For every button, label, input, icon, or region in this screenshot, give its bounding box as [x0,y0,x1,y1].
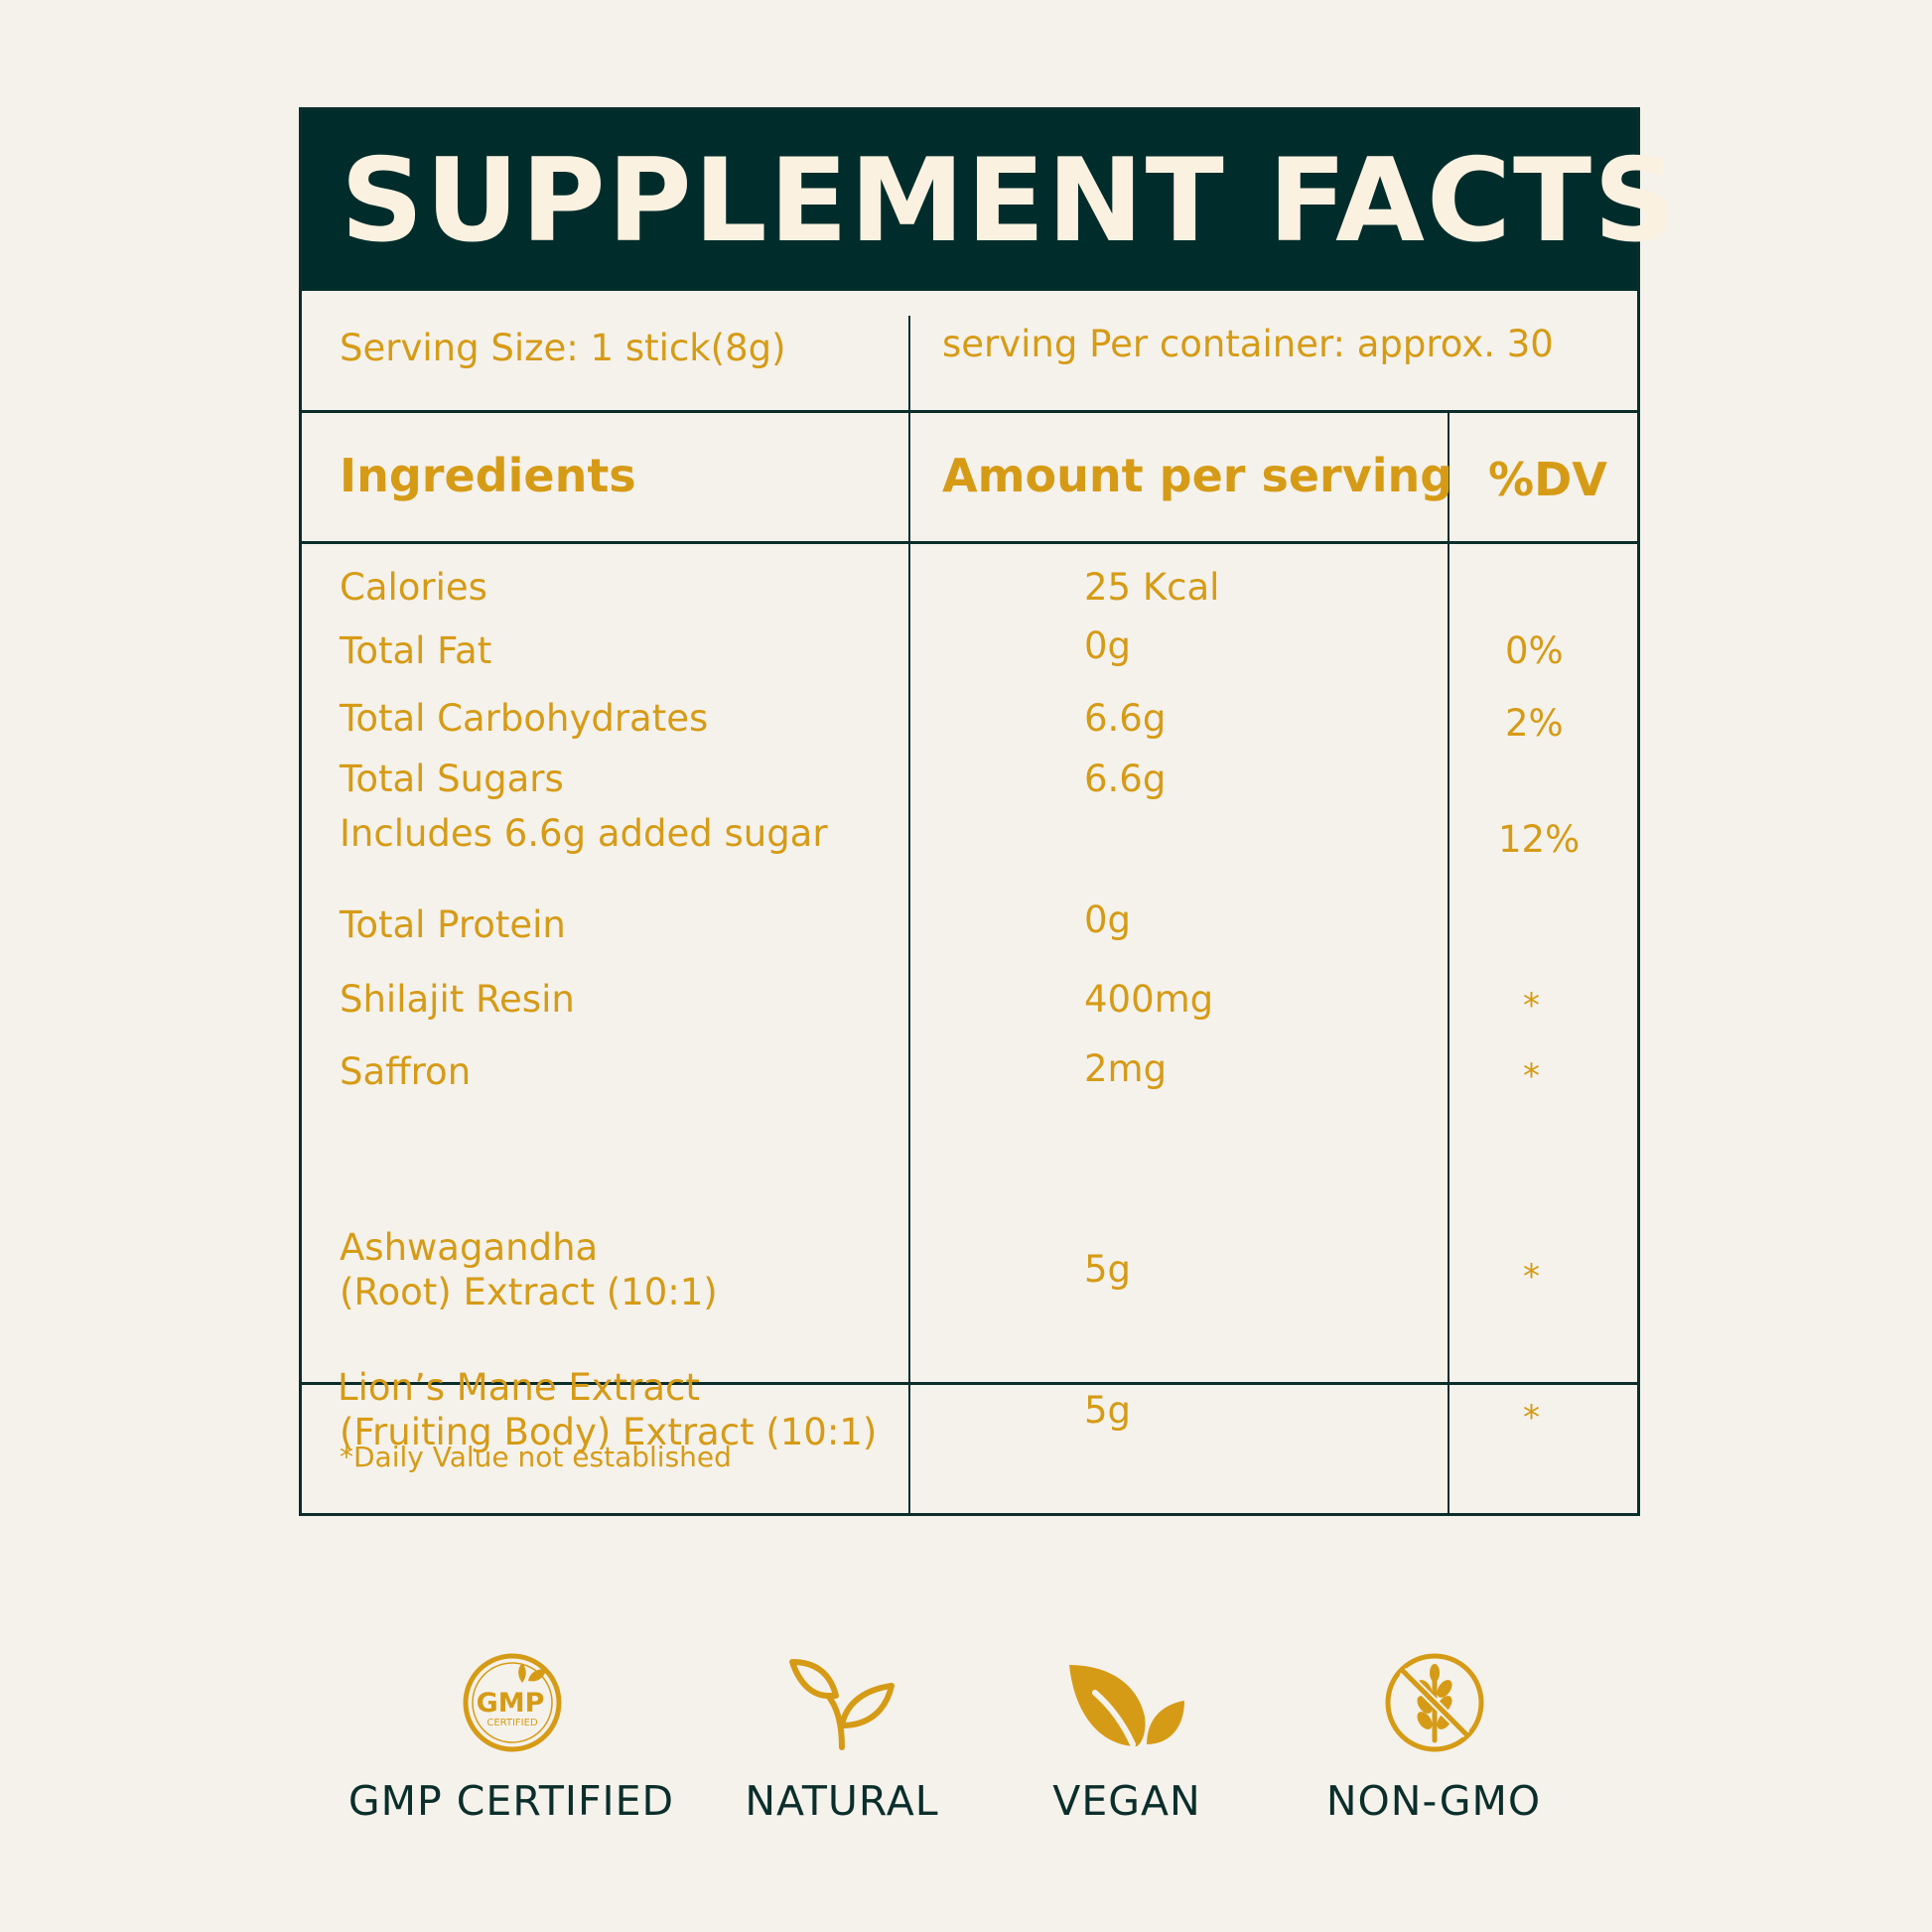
ingredient-dv: 0% [1505,629,1564,672]
ingredient-name: Total Fat [340,629,492,672]
column-divider [1448,410,1449,1516]
ingredient-name: Shilajit Resin [340,978,575,1021]
no-wheat-icon [1385,1653,1484,1752]
badge-label-non-gmo: NON-GMO [1325,1777,1542,1825]
header-ingredients: Ingredients [340,449,636,502]
supplement-facts-panel: SUPPLEMENT FACTS Serving Size: 1 stick(8… [299,107,1677,1516]
ingredient-amount: 5g [1084,1389,1132,1432]
ingredient-dv: * [1523,986,1540,1026]
ingredient-dv: * [1523,1257,1540,1297]
ingredient-amount: 0g [1084,624,1132,667]
ingredient-amount: 400mg [1084,978,1214,1021]
sprout-icon [789,1659,895,1750]
servings-per-container: serving Per container: approx. 30 [942,323,1554,365]
ingredient-name-line2: (Root) Extract (10:1) [340,1271,718,1313]
divider [302,1382,1637,1385]
title-bar: SUPPLEMENT FACTS [302,110,1677,291]
gmp-certified-icon: GMP CERTIFIED [463,1653,562,1752]
ingredient-name: Saffron [340,1050,472,1093]
header-amount: Amount per serving [942,449,1453,502]
ingredient-amount: 0g [1084,898,1132,941]
divider [302,541,1637,544]
ingredient-name: Total Carbohydrates [340,697,709,740]
divider [302,410,1637,413]
ingredient-amount: 6.6g [1084,697,1167,740]
ingredient-name: Calories [340,566,487,609]
ingredient-name: Total Protein [340,903,566,946]
page-title: SUPPLEMENT FACTS [341,134,1679,268]
ingredient-name: Lion’s Mane Extract [338,1366,700,1409]
ingredient-dv: * [1523,1056,1540,1096]
ingredient-name-line2: (Fruiting Body) Extract (10:1) [340,1411,878,1453]
header-dv: %DV [1488,453,1607,506]
serving-size: Serving Size: 1 stick(8g) [340,327,786,369]
badge-label-natural: NATURAL [745,1777,939,1825]
ingredient-amount: 5g [1084,1248,1132,1291]
gmp-icon-text: GMP [477,1688,545,1719]
ingredient-dv: 12% [1498,818,1581,861]
certification-badges: GMP CERTIFIED GMP CERTIFIED NATURAL VEGA… [0,1638,1932,1837]
footnote: *Daily Value not established [340,1441,732,1473]
ingredient-name: Total Sugars [340,758,564,800]
ingredient-amount: 6.6g [1084,758,1167,800]
leaves-icon [1069,1665,1184,1747]
ingredient-name: Ashwagandha [340,1226,599,1269]
ingredient-amount: 25 Kcal [1084,566,1220,609]
badge-label-vegan: VEGAN [1052,1777,1201,1825]
ingredient-dv: 2% [1505,702,1564,745]
badge-label-gmp: GMP CERTIFIED [347,1777,675,1825]
ingredient-name: Includes 6.6g added sugar [340,812,828,855]
column-divider [908,316,910,1516]
ingredient-amount: 2mg [1084,1047,1168,1090]
ingredient-dv: * [1523,1398,1540,1438]
gmp-icon-subtext: CERTIFIED [486,1718,538,1728]
